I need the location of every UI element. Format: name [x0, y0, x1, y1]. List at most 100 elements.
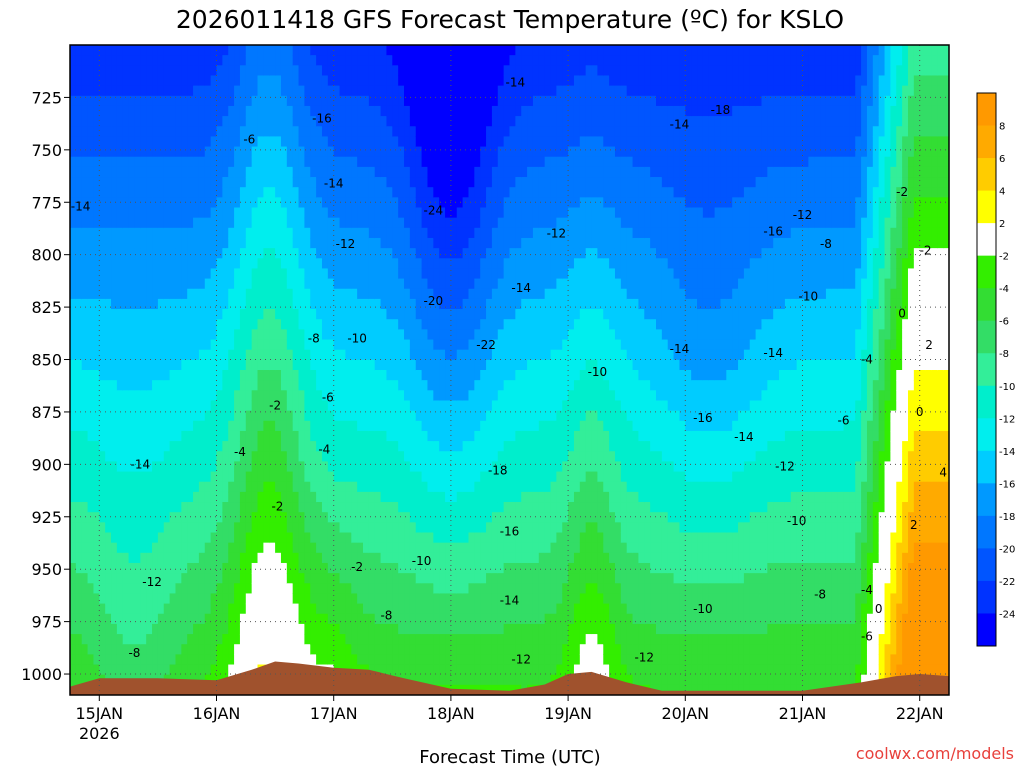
temperature-cell	[392, 166, 399, 178]
temperature-cell	[257, 634, 264, 645]
temperature-cell	[427, 45, 434, 56]
temperature-cell	[392, 136, 399, 148]
temperature-cell	[275, 329, 282, 341]
temperature-cell	[169, 634, 177, 645]
temperature-cell	[421, 380, 429, 391]
temperature-cell	[509, 370, 516, 381]
temperature-cell	[169, 95, 177, 107]
temperature-cell	[398, 319, 405, 330]
temperature-cell	[187, 248, 194, 259]
temperature-cell	[187, 75, 194, 87]
temperature-cell	[439, 451, 446, 463]
temperature-cell	[105, 603, 112, 615]
temperature-cell	[521, 126, 528, 138]
temperature-cell	[374, 451, 382, 463]
temperature-cell	[409, 146, 417, 158]
temperature-cell	[193, 75, 200, 87]
temperature-cell	[263, 55, 270, 66]
temperature-cell	[433, 309, 440, 320]
temperature-cell	[204, 471, 212, 483]
temperature-cell	[70, 562, 77, 574]
temperature-cell	[456, 491, 464, 503]
temperature-cell	[345, 217, 352, 229]
temperature-cell	[269, 268, 276, 280]
temperature-cell	[93, 491, 100, 503]
temperature-cell	[70, 105, 77, 117]
temperature-cell	[245, 268, 253, 280]
temperature-cell	[251, 552, 259, 564]
temperature-cell	[450, 126, 458, 138]
temperature-cell	[433, 197, 440, 209]
temperature-cell	[327, 349, 335, 361]
temperature-cell	[456, 248, 464, 259]
temperature-cell	[404, 278, 411, 290]
temperature-cell	[398, 329, 405, 341]
temperature-cell	[122, 55, 130, 66]
temperature-cell	[193, 248, 200, 259]
temperature-cell	[298, 85, 305, 97]
temperature-cell	[368, 532, 376, 544]
temperature-cell	[111, 268, 118, 280]
temperature-cell	[286, 644, 294, 655]
temperature-cell	[228, 359, 235, 371]
temperature-cell	[99, 400, 106, 412]
temperature-cell	[70, 116, 77, 127]
temperature-cell	[497, 339, 505, 351]
temperature-cell	[122, 349, 130, 361]
temperature-cell	[503, 430, 511, 442]
temperature-cell	[404, 390, 411, 402]
temperature-cell	[111, 451, 118, 463]
temperature-cell	[222, 370, 229, 381]
temperature-cell	[310, 634, 317, 645]
temperature-cell	[445, 562, 452, 574]
temperature-cell	[374, 298, 382, 310]
temperature-cell	[93, 45, 100, 56]
temperature-cell	[245, 471, 253, 483]
temperature-cell	[181, 136, 188, 148]
temperature-cell	[351, 420, 358, 432]
temperature-cell	[310, 400, 317, 412]
temperature-cell	[181, 329, 188, 341]
temperature-cell	[210, 248, 218, 259]
temperature-cell	[122, 390, 130, 402]
temperature-cell	[450, 522, 458, 534]
temperature-cell	[87, 634, 95, 645]
temperature-cell	[269, 471, 276, 483]
temperature-cell	[509, 400, 516, 412]
temperature-cell	[152, 288, 159, 300]
temperature-cell	[181, 451, 188, 463]
temperature-cell	[497, 75, 505, 87]
temperature-cell	[521, 136, 528, 148]
temperature-cell	[386, 573, 393, 584]
temperature-cell	[427, 491, 434, 503]
temperature-cell	[169, 481, 177, 493]
temperature-cell	[321, 268, 329, 280]
temperature-cell	[122, 116, 130, 127]
temperature-cell	[491, 55, 499, 66]
temperature-cell	[462, 75, 470, 87]
temperature-cell	[181, 105, 188, 117]
temperature-cell	[198, 187, 206, 198]
temperature-cell	[327, 644, 335, 655]
temperature-cell	[105, 552, 112, 564]
temperature-cell	[111, 126, 118, 138]
temperature-cell	[292, 278, 300, 290]
temperature-cell	[368, 288, 376, 300]
temperature-cell	[234, 420, 241, 432]
temperature-cell	[169, 65, 177, 77]
temperature-cell	[515, 288, 522, 300]
temperature-cell	[105, 613, 112, 625]
temperature-cell	[169, 451, 177, 463]
temperature-cell	[333, 298, 341, 310]
temperature-cell	[398, 491, 405, 503]
temperature-cell	[175, 573, 182, 584]
temperature-cell	[70, 55, 77, 66]
temperature-cell	[304, 471, 311, 483]
temperature-cell	[251, 583, 259, 595]
temperature-cell	[509, 116, 516, 127]
temperature-cell	[450, 542, 458, 554]
temperature-cell	[433, 562, 440, 574]
temperature-cell	[409, 227, 417, 239]
temperature-cell	[280, 542, 288, 554]
temperature-cell	[380, 65, 388, 77]
